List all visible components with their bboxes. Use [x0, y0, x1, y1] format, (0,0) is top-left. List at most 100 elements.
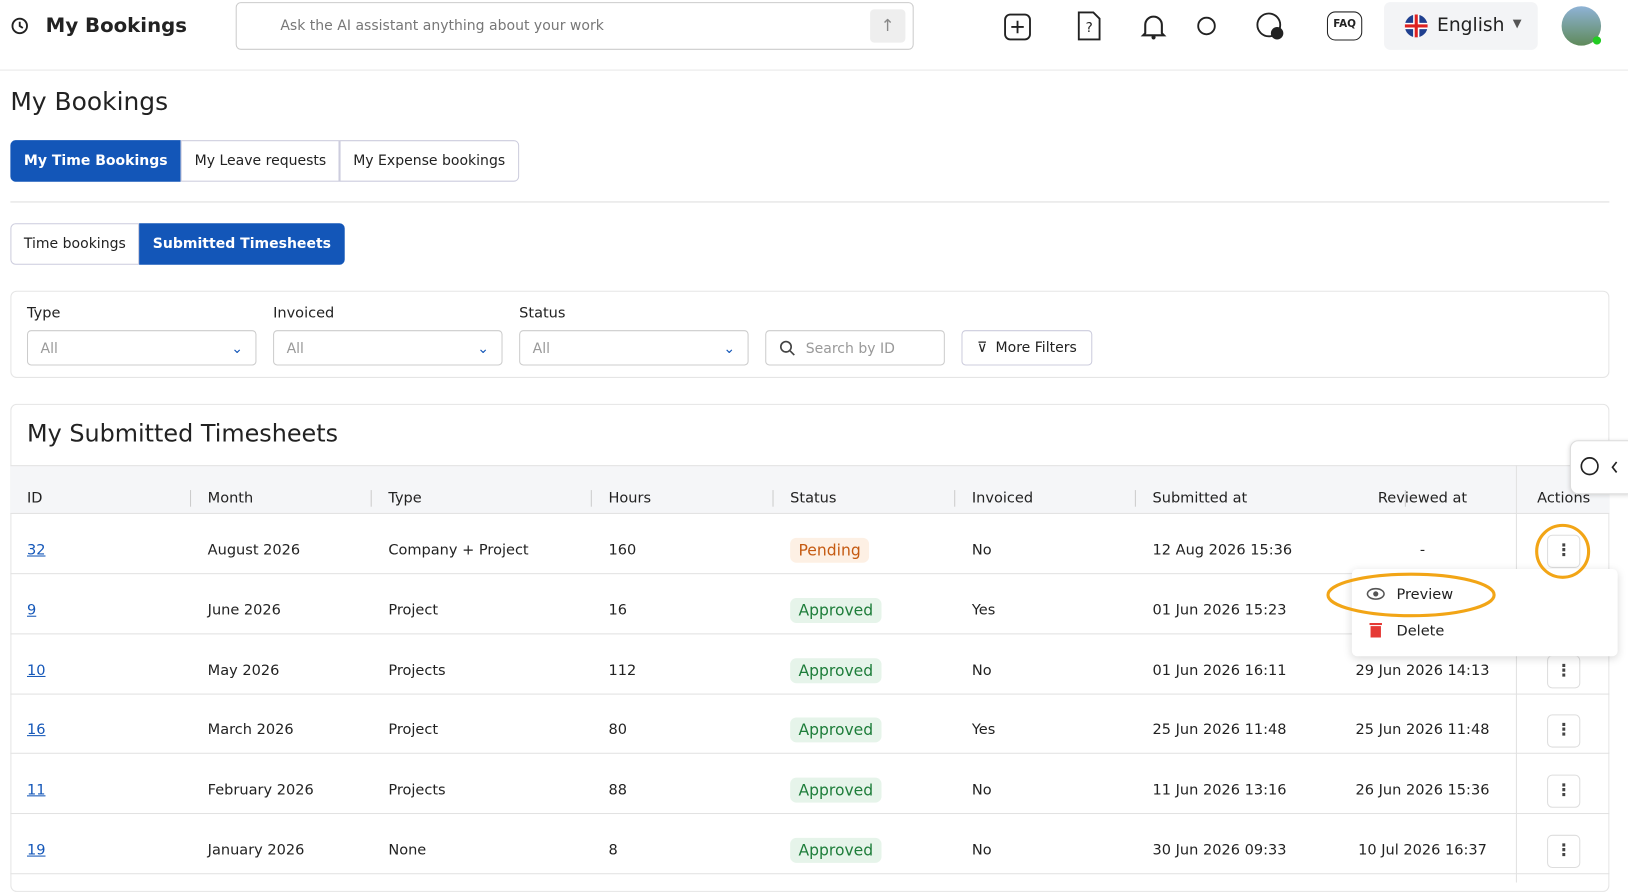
status-filter[interactable]: All ⌄ — [519, 330, 749, 366]
help-icon[interactable]: ? — [1076, 10, 1103, 41]
column-separator — [370, 490, 372, 507]
assistant-icon — [1580, 457, 1618, 476]
action-menu: Preview Delete — [1351, 568, 1618, 657]
column-separator — [772, 490, 774, 507]
row-divider — [10, 573, 1610, 575]
trash-icon — [1369, 622, 1382, 638]
cell: May 2026 — [207, 662, 280, 679]
subtab[interactable]: Submitted Timesheets — [139, 223, 345, 265]
cell: 10 Jul 2026 16:37 — [1358, 842, 1487, 859]
kebab-dots: ⋮ — [1555, 779, 1572, 800]
column-separator — [954, 490, 956, 507]
cell: No — [971, 541, 992, 559]
id-search[interactable]: Search by ID — [765, 330, 945, 366]
cell: None — [388, 842, 427, 859]
eye-icon — [1366, 587, 1385, 600]
cell: 29 Jun 2026 14:13 — [1355, 662, 1490, 679]
language-select[interactable]: English ▼ — [1384, 2, 1538, 50]
clock-icon — [11, 17, 28, 35]
cell: 112 — [608, 662, 637, 679]
filter-value: All — [40, 340, 58, 358]
cell: 25 Jun 2026 11:48 — [1355, 722, 1490, 739]
kebab-dots: ⋮ — [1555, 839, 1572, 860]
language: English — [1437, 14, 1505, 37]
svg-text:?: ? — [1086, 20, 1093, 36]
search-icon — [779, 340, 795, 356]
status-badge: Approved — [790, 597, 882, 623]
menu-item[interactable]: Preview — [1396, 586, 1454, 604]
tab[interactable]: My Expense bookings — [339, 140, 519, 182]
cell: Projects — [388, 782, 446, 799]
id-link[interactable]: 19 — [26, 842, 46, 859]
cell: 160 — [608, 541, 637, 559]
cell: 8 — [608, 842, 618, 859]
filter-panel — [10, 290, 1610, 378]
cell: 01 Jun 2026 15:23 — [1152, 602, 1287, 619]
row-actions[interactable] — [1547, 714, 1581, 748]
row-actions[interactable] — [1547, 654, 1581, 688]
caret: ▼ — [1512, 16, 1522, 31]
ai-search-placeholder: Ask the AI assistant anything about your… — [280, 17, 604, 35]
row-divider — [10, 633, 1610, 635]
cell: 25 Jun 2026 11:48 — [1152, 722, 1287, 739]
cell: 16 — [608, 602, 627, 619]
bell-icon[interactable] — [1140, 11, 1167, 40]
column-header: Reviewed at — [1377, 490, 1468, 507]
filter-value: All — [532, 340, 551, 358]
id-link[interactable]: 9 — [26, 602, 37, 619]
cell: August 2026 — [207, 541, 301, 559]
cell: Project — [388, 602, 439, 619]
filter-label: Status — [519, 305, 566, 322]
cell: January 2026 — [207, 842, 305, 859]
highlight-annotations — [1326, 523, 1591, 618]
status-badge: Approved — [790, 777, 882, 803]
type-filter[interactable]: All ⌄ — [26, 330, 257, 366]
row-actions[interactable] — [1547, 534, 1581, 568]
filter-label: Invoiced — [273, 305, 335, 322]
send-button[interactable]: ↑ — [870, 9, 906, 43]
faq-icon[interactable]: FAQ — [1326, 11, 1363, 41]
divider — [10, 201, 1610, 203]
kebab-dots: ⋮ — [1555, 539, 1572, 560]
status-badge: Approved — [790, 837, 882, 863]
id-link[interactable]: 32 — [26, 541, 46, 559]
cell: 80 — [608, 722, 627, 739]
top-bar — [0, 0, 1628, 71]
assistant-toggle[interactable] — [1569, 440, 1628, 495]
tab[interactable]: My Time Bookings — [10, 140, 182, 182]
id-link[interactable]: 16 — [26, 722, 46, 739]
cell: No — [971, 842, 992, 859]
chat-icon[interactable] — [1196, 15, 1221, 40]
column-separator — [1404, 490, 1406, 507]
tab[interactable]: My Leave requests — [181, 140, 340, 182]
menu-item[interactable]: Delete — [1396, 622, 1445, 640]
subtab[interactable]: Time bookings — [10, 223, 140, 265]
column-separator — [190, 490, 192, 507]
app-title: My Bookings — [45, 14, 187, 38]
row-actions[interactable] — [1547, 774, 1581, 808]
column-header: Month — [207, 490, 254, 507]
cell: 26 Jun 2026 15:36 — [1355, 782, 1490, 799]
filter-label: Type — [26, 305, 61, 322]
cell: 11 Jun 2026 13:16 — [1152, 782, 1287, 799]
add-icon[interactable] — [1003, 12, 1032, 41]
cell: June 2026 — [207, 602, 281, 619]
filter-value: All — [286, 340, 304, 358]
status-badge: Approved — [790, 717, 882, 743]
kebab-dots: ⋮ — [1555, 659, 1572, 680]
column-header: Hours — [608, 490, 652, 507]
column-header: Invoiced — [971, 490, 1034, 507]
chat-notify-icon[interactable] — [1254, 9, 1287, 42]
cell: March 2026 — [207, 722, 294, 739]
invoiced-filter[interactable]: All ⌄ — [273, 330, 503, 366]
status-badge: Approved — [790, 657, 882, 683]
ai-search[interactable]: Ask the AI assistant anything about your… — [235, 2, 914, 50]
uk-flag — [1404, 14, 1428, 38]
row-actions[interactable] — [1547, 834, 1581, 869]
column-header: Status — [790, 490, 837, 507]
id-link[interactable]: 11 — [26, 782, 46, 799]
id-link[interactable]: 10 — [26, 662, 46, 679]
cell: Project — [388, 722, 439, 739]
more-filters[interactable]: ⊽ More Filters — [961, 330, 1093, 366]
